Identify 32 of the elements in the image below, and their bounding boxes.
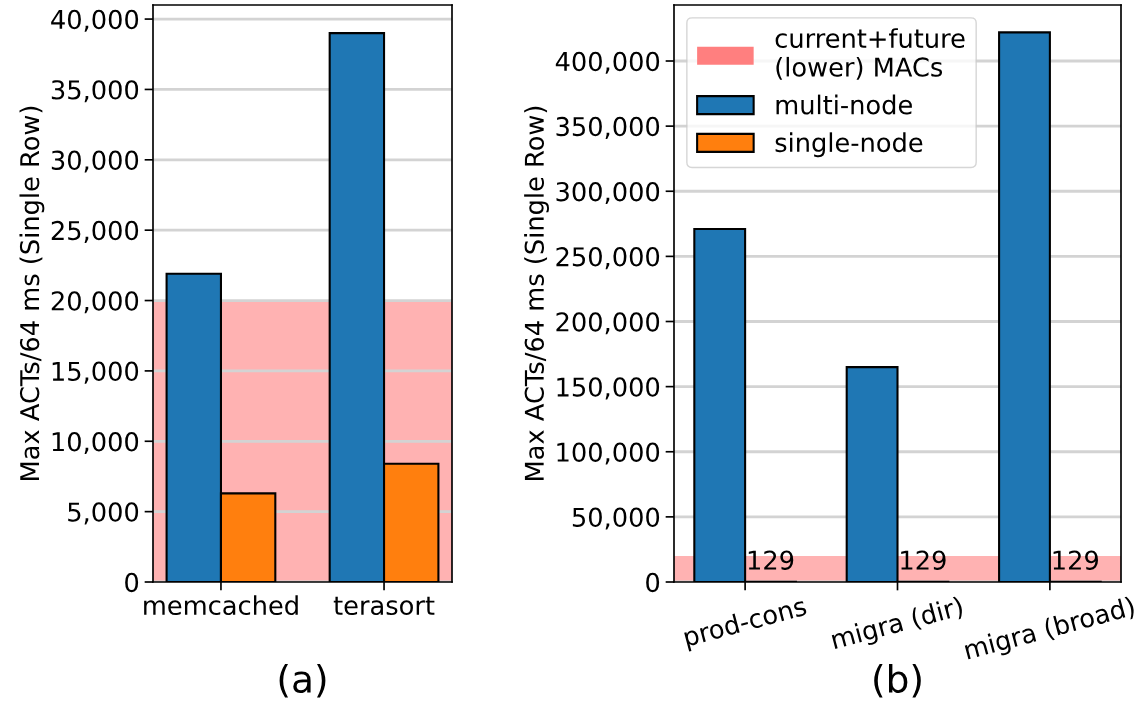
y-tick-label: 300,000 (556, 181, 660, 204)
y-tick-label: 0 (646, 572, 660, 593)
y-tick-label: 150,000 (557, 377, 660, 400)
x-axis-title: (b) (874, 664, 921, 698)
x-axis-title: (a) (279, 664, 326, 698)
y-tick-label: 5,000 (68, 502, 139, 525)
y-tick-label: 350,000 (556, 116, 660, 139)
y-tick-label: 20,000 (51, 291, 139, 314)
y-tick-label: 400,000 (555, 51, 660, 74)
y-tick-label: 25,000 (51, 220, 139, 243)
y-tick-label: 200,000 (556, 312, 660, 335)
legend-label: current+future (lower) MACs (775, 28, 965, 80)
x-tick-label: migra (dir) (830, 595, 965, 655)
data-label: 129 (748, 550, 794, 570)
x-tick-label: memcached (144, 595, 298, 616)
legend-label: single-node (775, 132, 923, 158)
y-tick-label: 100,000 (557, 442, 660, 465)
y-tick-label: 0 (125, 572, 139, 593)
x-tick-label: migra (broad) (963, 595, 1137, 665)
y-tick-label: 15,000 (52, 361, 139, 384)
y-tick-label: 35,000 (51, 80, 139, 103)
y-tick-label: 250,000 (556, 247, 660, 270)
y-tick-label: 50,000 (572, 507, 660, 530)
y-tick-label: 10,000 (52, 431, 139, 455)
y-tick-label: 30,000 (51, 150, 139, 173)
legend-label: multi-node (776, 94, 912, 115)
y-tick-label: 40,000 (51, 9, 139, 32)
x-tick-label: terasort (333, 596, 435, 616)
y-axis-title: Max ACTs/64 ms (Single Row) (19, 106, 45, 480)
y-axis-title: Max ACTs/64 ms (Single Row) (524, 106, 549, 480)
data-label: 129 (1053, 550, 1098, 570)
data-label: 129 (901, 550, 946, 570)
